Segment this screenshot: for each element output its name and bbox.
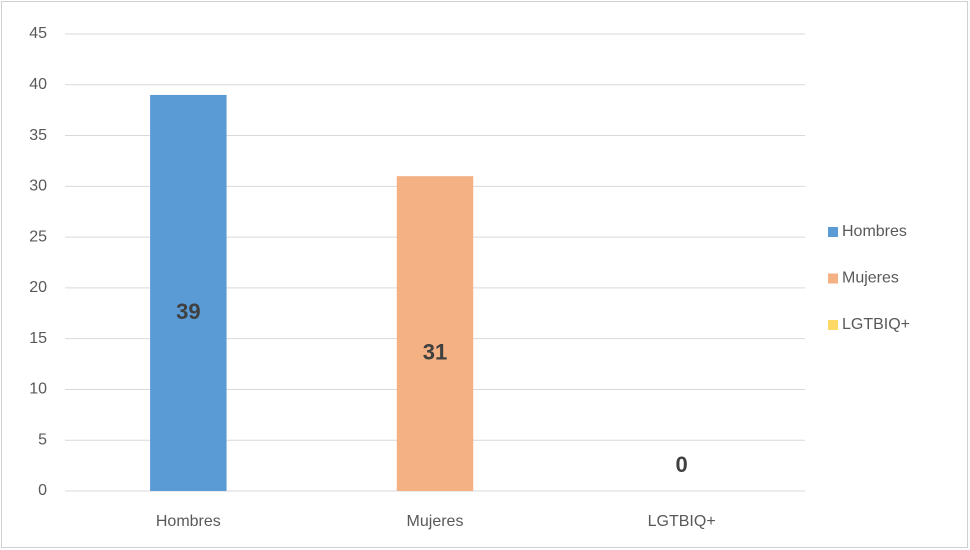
x-tick-label: Hombres (156, 513, 221, 530)
legend-swatch (828, 273, 838, 284)
bar (150, 94, 227, 491)
data-label: 0 (676, 452, 688, 477)
y-tick-label: 25 (29, 228, 47, 245)
y-tick-label: 35 (29, 127, 47, 144)
y-tick-label: 5 (38, 431, 47, 448)
y-tick-label: 30 (29, 178, 47, 195)
data-label: 31 (423, 339, 447, 364)
legend-label: Mujeres (842, 270, 899, 287)
legend-swatch (828, 227, 838, 237)
data-label: 39 (176, 299, 200, 324)
legend-label: Hombres (842, 223, 907, 240)
x-tick-label: LGTBIQ+ (648, 513, 716, 530)
y-tick-label: 45 (29, 25, 47, 42)
legend-swatch (828, 320, 838, 330)
y-tick-label: 10 (29, 381, 47, 398)
x-tick-label: Mujeres (407, 513, 464, 530)
legend-label: LGTBIQ+ (842, 316, 910, 333)
bar (396, 176, 474, 491)
y-tick-label: 15 (29, 330, 47, 347)
y-tick-label: 0 (38, 482, 47, 499)
y-tick-label: 20 (29, 279, 47, 296)
y-tick-label: 40 (29, 76, 47, 93)
